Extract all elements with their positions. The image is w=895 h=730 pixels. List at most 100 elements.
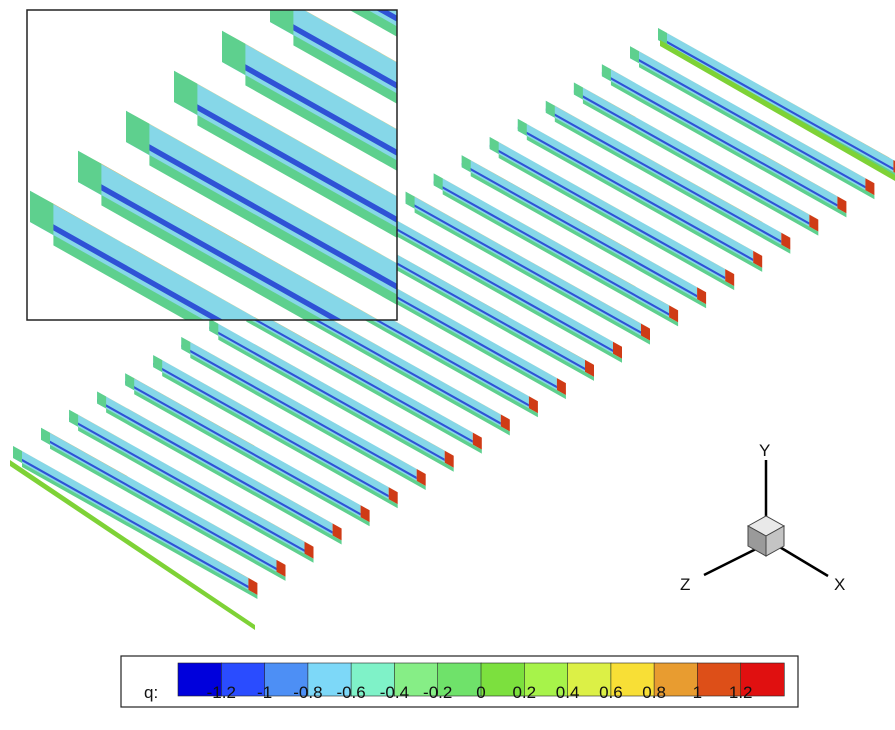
fin-shadow-band (181, 344, 417, 480)
fin-top-face (304, 10, 397, 63)
x-axis-label: X (834, 575, 845, 594)
fin-end-cap (416, 469, 426, 486)
fin-shadow-band (174, 91, 397, 223)
legend-tick-label: -0.6 (336, 683, 365, 702)
legend-tick-label: -1 (257, 683, 272, 702)
fin-start-cap (222, 30, 246, 75)
legend-tick-label: -0.4 (380, 683, 409, 702)
fin-base (293, 35, 397, 104)
fin-top-edge (664, 31, 895, 161)
fin-base (218, 335, 454, 472)
fin-shadow-band (545, 108, 782, 243)
fin-start-cap (13, 446, 22, 463)
fin-base (162, 372, 398, 509)
fin-end-cap (613, 341, 622, 359)
fin-shadow-band (41, 435, 277, 571)
fin-start-cap (174, 70, 198, 115)
fin (69, 409, 314, 563)
fin (461, 155, 707, 309)
legend-swatch (350, 662, 396, 697)
legend-variable-label: q: (144, 683, 158, 702)
fin-top-edge (468, 159, 707, 293)
fin-shadow-band (573, 90, 810, 225)
fin-end-cap (865, 178, 875, 196)
fin (630, 46, 875, 200)
legend-swatch (307, 662, 352, 697)
fin-start-cap (30, 190, 54, 235)
legend-swatch (523, 662, 569, 697)
fin-top-edge (412, 195, 650, 329)
fin-shadow-band (222, 51, 397, 156)
fin-base (349, 10, 397, 37)
legend-swatch (697, 662, 742, 697)
fin-start-cap (601, 64, 611, 82)
fin (545, 100, 791, 254)
fin-top-face (181, 337, 426, 474)
fin-shadow-band (658, 35, 894, 171)
z-axis-line (703, 546, 759, 577)
zoom-inset (26, 0, 755, 321)
legend-swatch (437, 662, 482, 697)
fin (97, 391, 342, 545)
fin-start-cap (489, 137, 499, 154)
fin-end-cap (556, 378, 566, 396)
fin-end-cap (641, 323, 650, 341)
legend-swatch (610, 662, 655, 697)
fin-top-face (222, 30, 397, 130)
fin-side-face (78, 150, 379, 320)
fin-start-cap (545, 100, 555, 118)
fin-start-cap (97, 391, 107, 409)
fin (209, 318, 454, 472)
fin-base (386, 226, 622, 363)
legend-tick-labels: -1.2 -1 -0.8 -0.6 -0.4 -0.2 0 0.2 0.4 0.6 0.8 1 1.2 (207, 683, 753, 702)
fin-end-cap (500, 414, 510, 432)
fin-end-cap (725, 269, 735, 287)
fin (349, 10, 397, 37)
legend-tick-label: 1.2 (729, 683, 753, 702)
legend-tick-label: 0.2 (512, 683, 536, 702)
fin-end-cap (388, 487, 398, 505)
fin-shadow-band (377, 217, 613, 352)
fin-top-edge (239, 40, 397, 130)
fin-end-cap (472, 432, 482, 450)
fin-end-cap (809, 214, 819, 232)
fin-top-edge (95, 160, 379, 320)
fin-base (149, 155, 397, 305)
fin (30, 190, 260, 320)
fin-shadow-band (125, 381, 361, 516)
fin-shadow-band (349, 235, 585, 371)
fin-base (245, 75, 397, 171)
fin-top-face (41, 427, 286, 565)
fin-shadow-band (97, 399, 333, 534)
fin-end-cap (837, 196, 847, 214)
fin-base (498, 154, 735, 291)
fin-shadow-band (126, 131, 397, 290)
fin-start-cap (630, 46, 639, 64)
legend-tick-label: -0.2 (423, 683, 452, 702)
fin-shadow-band (265, 290, 501, 425)
fin-top-edge (75, 413, 314, 547)
fin-start-cap (517, 118, 527, 136)
legend-swatch (264, 662, 309, 697)
fin-end-cap (444, 450, 454, 468)
fin-shadow-band (13, 453, 249, 589)
fin-base (53, 235, 205, 320)
fin (181, 337, 426, 490)
fin-top-face (153, 355, 398, 493)
fin-shadow-band (153, 362, 389, 498)
inset-fins (30, 0, 755, 320)
fin-end-cap (585, 359, 594, 377)
fin-start-cap (126, 110, 150, 155)
fin-base (78, 426, 314, 563)
fin-array (10, 28, 895, 630)
fin-base (582, 99, 819, 236)
y-axis-label: Y (759, 441, 770, 460)
fin-shadow-band (517, 126, 754, 262)
fin-base (190, 354, 426, 490)
fin-start-cap (209, 318, 219, 336)
fin-bottom-face (366, 0, 755, 161)
fin-base (526, 135, 763, 272)
fin-start-cap (41, 427, 50, 445)
fin-top-face (209, 318, 454, 456)
